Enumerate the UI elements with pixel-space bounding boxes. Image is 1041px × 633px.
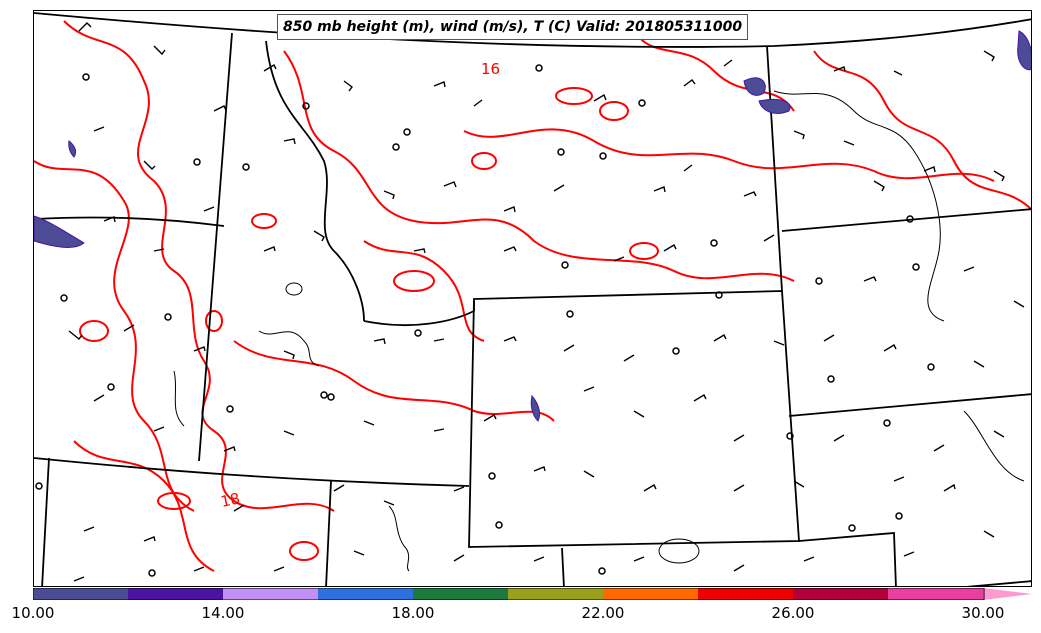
colorbar-segment (888, 588, 983, 600)
filled-areas (34, 30, 1031, 422)
map-title: 850 mb height (m), wind (m/s), T (C) Val… (277, 14, 749, 40)
map-canvas: 16 18 (34, 12, 1031, 586)
wind-barbs (68, 22, 1025, 582)
colorbar-segment (793, 588, 888, 600)
colorbar-tick-label: 14.00 (201, 604, 245, 622)
colorbar-segment (223, 588, 318, 600)
contour-label-18: 18 (219, 489, 241, 511)
colorbar-segment (128, 588, 223, 600)
colorbar-segment (698, 588, 793, 600)
water-features (173, 90, 1025, 572)
colorbar-outline (33, 588, 985, 600)
colorbar-segment (318, 588, 413, 600)
colorbar-tick-label: 22.00 (581, 604, 625, 622)
temperature-contours (34, 20, 1031, 572)
colorbar-segment (508, 588, 603, 600)
colorbar-tick-label: 10.00 (11, 604, 55, 622)
station-markers (35, 64, 935, 577)
colorbar-segment (413, 588, 508, 600)
colorbar-segment (603, 588, 698, 600)
contour-label-16: 16 (481, 60, 500, 78)
map-panel: 16 18 (33, 10, 1032, 587)
colorbar-tick-label: 30.00 (961, 604, 1005, 622)
colorbar-segment (983, 588, 1032, 600)
colorbar-tick-label: 18.00 (391, 604, 435, 622)
colorbar-tick-label: 26.00 (771, 604, 815, 622)
colorbar (33, 588, 1032, 600)
colorbar-segments (33, 588, 1032, 600)
colorbar-segment (33, 588, 128, 600)
